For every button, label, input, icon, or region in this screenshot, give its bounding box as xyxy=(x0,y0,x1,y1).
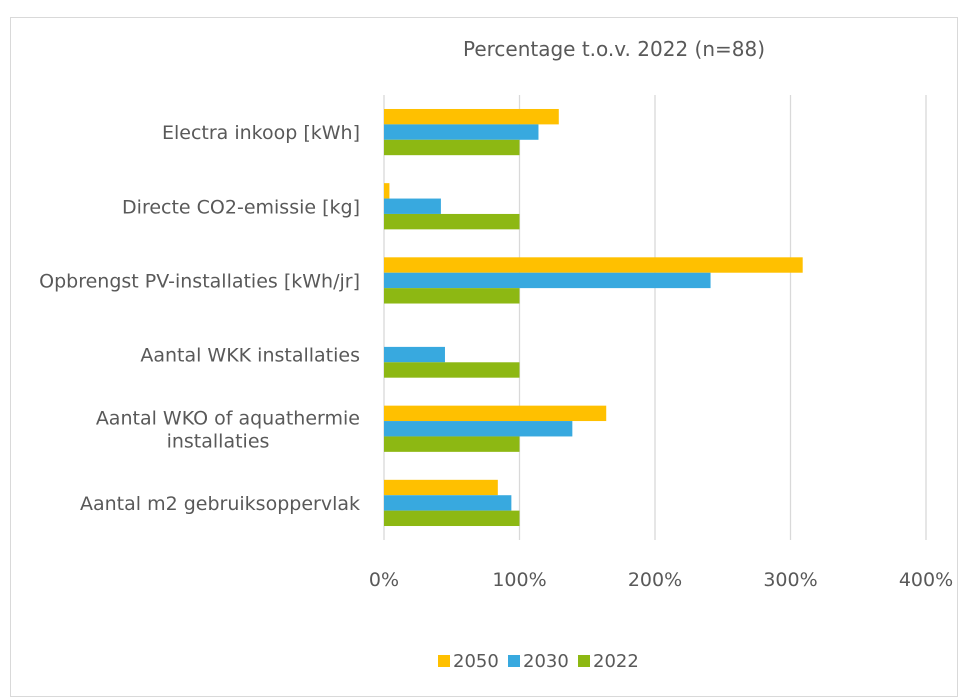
category-labels: Electra inkoop [kWh] Directe CO2-emissie … xyxy=(39,122,360,515)
legend-label-2050: 2050 xyxy=(453,651,499,672)
tick-labels: 0% 100% 200% 300% 400% xyxy=(369,569,953,591)
bar-2050 xyxy=(384,108,559,125)
bar-2050 xyxy=(384,479,498,496)
x-tick-label: 100% xyxy=(492,569,546,591)
bar-2022 xyxy=(384,510,520,527)
x-tick-label: 400% xyxy=(899,569,953,591)
legend-label-2030: 2030 xyxy=(523,651,569,672)
bar-2030 xyxy=(384,272,711,289)
bar-2030 xyxy=(384,124,539,140)
legend: 2050 2030 2022 xyxy=(438,651,639,672)
bar-2050 xyxy=(384,405,607,422)
category-label: Aantal WKK installaties xyxy=(140,345,360,367)
x-tick-label: 300% xyxy=(763,569,817,591)
bar-2030 xyxy=(384,198,441,214)
bars xyxy=(384,108,803,527)
legend-swatch-2030 xyxy=(508,655,520,667)
category-label: installaties xyxy=(167,430,270,452)
bar-2050 xyxy=(384,183,390,199)
bar-2022 xyxy=(384,288,520,304)
bar-2022 xyxy=(384,362,520,378)
bar-2030 xyxy=(384,495,512,511)
bar-2050 xyxy=(384,257,803,273)
bar-2030 xyxy=(384,421,573,437)
category-label: Directe CO2-emissie [kg] xyxy=(122,196,360,218)
bar-2022 xyxy=(384,139,520,156)
chart-title: Percentage t.o.v. 2022 (n=88) xyxy=(463,37,765,61)
legend-swatch-2022 xyxy=(578,655,590,667)
category-label: Electra inkoop [kWh] xyxy=(162,122,360,144)
category-label: Aantal m2 gebruiksoppervlak xyxy=(80,493,360,515)
bar-2022 xyxy=(384,436,520,452)
gridlines xyxy=(383,95,927,540)
bar-2022 xyxy=(384,213,520,230)
legend-swatch-2050 xyxy=(438,655,450,667)
category-label: Aantal WKO of aquathermie xyxy=(96,407,360,429)
x-tick-label: 0% xyxy=(369,569,399,591)
legend-label-2022: 2022 xyxy=(593,651,639,672)
category-label: Opbrengst PV-installaties [kWh/jr] xyxy=(39,270,360,292)
bar-2030 xyxy=(384,346,445,363)
x-tick-label: 200% xyxy=(628,569,682,591)
